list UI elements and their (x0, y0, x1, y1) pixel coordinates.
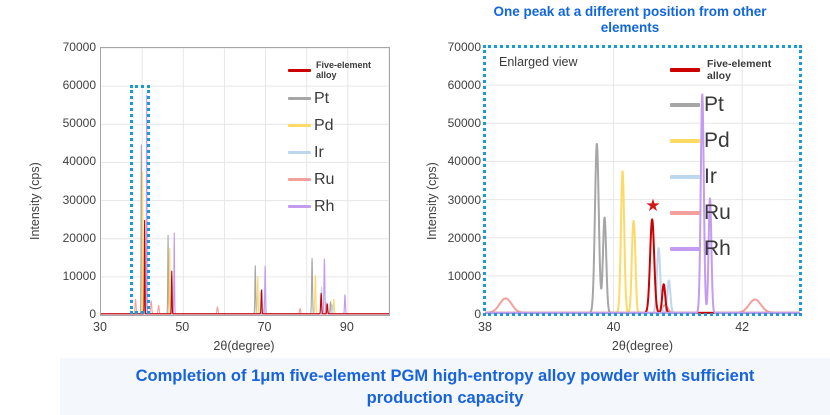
y-tick-label: 60000 (62, 78, 96, 93)
x-tick-label: 38 (478, 320, 492, 334)
y-tick-label: 20000 (62, 230, 96, 245)
left-y-axis-label: Intensity (cps) (28, 162, 42, 240)
y-tick-label: 40000 (447, 154, 481, 169)
x-tick-label: 42 (735, 320, 750, 334)
legend-color-swatch (288, 97, 311, 100)
legend-item-ir: Ir (670, 159, 771, 195)
legend-color-swatch (670, 68, 700, 72)
legend-color-swatch (288, 124, 311, 127)
legend-item-pd: Pd (288, 112, 371, 139)
y-tick-label: 60000 (447, 78, 481, 93)
y-tick-label: 50000 (447, 116, 481, 131)
left-chart-legend: Five-element alloy Pt Pd Ir Ru Rh (288, 55, 371, 220)
x-tick-label: 30 (93, 320, 107, 334)
y-tick-label: 70000 (62, 40, 96, 54)
right-chart-panel: One peak at a different position from ot… (420, 0, 830, 358)
x-tick-label: 70 (257, 320, 272, 334)
legend-label: Ru (704, 201, 731, 224)
y-tick-label: 0 (474, 307, 481, 321)
legend-item-ru: Ru (670, 195, 771, 231)
x-tick-label: 40 (606, 320, 621, 334)
star-annotation-icon: ★ (645, 196, 661, 216)
enlarged-view-label: Enlarged view (499, 55, 578, 69)
legend-color-swatch (288, 205, 311, 208)
y-tick-label: 30000 (62, 192, 96, 207)
left-x-axis-label: 2θ(degree) (213, 339, 275, 353)
summary-banner-text: Completion of 1μm five-element PGM high-… (135, 366, 755, 407)
legend-color-swatch (670, 247, 700, 251)
legend-color-swatch (288, 68, 311, 72)
right-chart-title: One peak at a different position from ot… (493, 4, 767, 35)
x-tick-label: 90 (339, 320, 354, 334)
legend-color-swatch (670, 139, 700, 143)
series-rh (485, 93, 800, 314)
legend-item-ru: Ru (288, 166, 371, 193)
y-tick-label: 50000 (62, 116, 96, 131)
legend-item-pt: Pt (288, 85, 371, 112)
right-chart-svg (485, 47, 800, 314)
y-tick-label: 10000 (62, 268, 96, 283)
y-tick-label: 40000 (62, 154, 96, 169)
y-tick-label: 70000 (447, 40, 481, 54)
legend-color-swatch (670, 211, 700, 215)
legend-label: Five-element alloy (707, 58, 772, 82)
legend-item-rh: Rh (288, 193, 371, 220)
legend-item-pd: Pd (670, 123, 771, 159)
right-x-axis-label: 2θ(degree) (611, 339, 674, 353)
right-plot-area (485, 47, 800, 314)
legend-color-swatch (670, 103, 700, 107)
y-tick-label: 30000 (447, 192, 481, 207)
y-tick-label: 10000 (447, 268, 481, 283)
legend-color-swatch (288, 151, 311, 154)
legend-item-rh: Rh (670, 231, 771, 267)
right-y-axis-label: Intensity (cps) (425, 162, 439, 240)
legend-label: Ir (704, 165, 717, 188)
legend-label: Pt (314, 89, 330, 107)
legend-label: Rh (314, 197, 335, 215)
legend-item-five-element: Five-element alloy (670, 53, 771, 87)
legend-color-swatch (670, 175, 700, 179)
legend-label: Rh (704, 237, 731, 260)
right-chart-legend: Five-element alloy Pt Pd Ir Ru Rh (670, 53, 771, 267)
legend-label: Five-element alloy (316, 60, 372, 80)
summary-banner: Completion of 1μm five-element PGM high-… (60, 358, 830, 415)
y-tick-label: 20000 (447, 230, 481, 245)
legend-item-five-element: Five-element alloy (288, 55, 371, 85)
series-ru (485, 297, 800, 314)
x-tick-label: 50 (175, 320, 190, 334)
legend-label: Ir (314, 143, 324, 161)
legend-label: Pt (704, 93, 724, 116)
y-tick-label: 0 (89, 307, 96, 321)
legend-color-swatch (288, 178, 311, 181)
legend-label: Pd (704, 129, 730, 152)
legend-item-ir: Ir (288, 139, 371, 166)
legend-label: Ru (314, 170, 335, 188)
legend-label: Pd (314, 116, 334, 134)
left-chart-panel: Intensity (cps) Five-element alloy Pt Pd Ir… (0, 0, 420, 358)
legend-item-pt: Pt (670, 87, 771, 123)
